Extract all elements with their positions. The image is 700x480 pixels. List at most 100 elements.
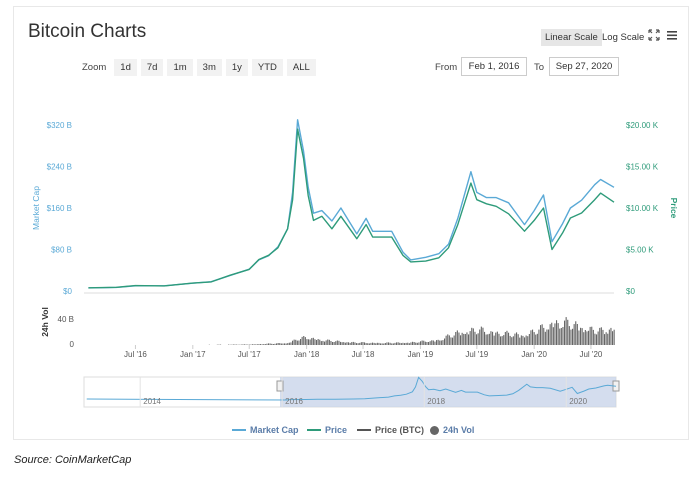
from-label: From xyxy=(435,62,458,73)
market-cap-tick-label: $240 B xyxy=(47,163,72,172)
volume-bar xyxy=(271,343,273,345)
zoom-3m-button[interactable]: 3m xyxy=(196,59,222,76)
volume-bar xyxy=(610,327,612,345)
volume-bar xyxy=(293,339,295,345)
volume-bar xyxy=(520,335,522,345)
volume-bar xyxy=(516,332,518,345)
volume-bar xyxy=(447,334,449,345)
zoom-ytd-button[interactable]: YTD xyxy=(251,59,283,76)
zoom-1y-button[interactable]: 1y xyxy=(225,59,248,76)
volume-bar xyxy=(255,344,257,345)
volume-bar xyxy=(493,335,495,345)
volume-bar xyxy=(508,332,510,345)
volume-bar xyxy=(500,336,502,345)
legend-price[interactable]: Price xyxy=(307,425,347,435)
volume-bar xyxy=(356,343,358,345)
log-scale-button[interactable]: Log Scale xyxy=(602,32,645,43)
x-tick-label: Jan '20 xyxy=(521,350,547,359)
navigator-tick-label: 2016 xyxy=(285,397,303,406)
volume-bar xyxy=(341,342,343,345)
volume-bar xyxy=(588,330,590,345)
navigator-line xyxy=(86,376,617,401)
volume-bar xyxy=(368,343,370,345)
volume-bar xyxy=(448,335,450,345)
volume-bar xyxy=(605,332,607,345)
volume-bar xyxy=(410,342,412,345)
menu-icon[interactable] xyxy=(666,29,678,41)
to-date-input[interactable]: Sep 27, 2020 xyxy=(549,57,619,76)
volume-bar xyxy=(570,329,572,345)
volume-bar xyxy=(408,343,410,345)
zoom-all-button[interactable]: ALL xyxy=(286,59,316,76)
volume-bar xyxy=(413,342,415,345)
legend-price-btc[interactable]: Price (BTC) xyxy=(357,425,424,435)
volume-bar xyxy=(330,341,332,345)
volume-bar xyxy=(392,343,394,345)
market-cap-tick-label: $0 xyxy=(63,287,72,296)
zoom-1m-button[interactable]: 1m xyxy=(167,59,193,76)
legend-24h-vol[interactable]: 24h Vol xyxy=(430,425,474,435)
navigator-tick-label: 2014 xyxy=(143,397,161,406)
volume-bar xyxy=(445,335,447,345)
zoom-1d-button[interactable]: 1d xyxy=(114,59,137,76)
volume-bar xyxy=(528,334,530,345)
legend-market-cap-swatch xyxy=(232,429,246,431)
volume-bar xyxy=(538,329,540,345)
volume-bar xyxy=(324,341,326,345)
volume-bar xyxy=(591,326,593,345)
volume-bar xyxy=(421,340,423,345)
x-tick-label: Jan '17 xyxy=(180,350,206,359)
volume-bar xyxy=(304,337,306,345)
volume-bar xyxy=(565,317,567,345)
volume-bar xyxy=(375,343,377,345)
x-tick-label: Jan '18 xyxy=(294,350,320,359)
volume-bar xyxy=(471,327,473,345)
x-tick-label: Jul '19 xyxy=(465,350,488,359)
volume-bar xyxy=(530,330,532,345)
zoom-7d-button[interactable]: 7d xyxy=(140,59,164,76)
bitcoin-chart: $0 $80 B $160 B $240 B $320 B Market Cap $0 $5.… xyxy=(31,119,679,408)
volume-bar xyxy=(514,333,516,345)
legend-price-btc-label: Price (BTC) xyxy=(375,425,425,435)
volume-bar xyxy=(444,338,446,345)
volume-bar xyxy=(568,326,570,345)
zoom-label: Zoom xyxy=(82,62,107,73)
volume-bar xyxy=(300,339,302,345)
linear-scale-button[interactable]: Linear Scale xyxy=(541,29,602,46)
price-axis-label: Price xyxy=(669,198,679,219)
volume-bar xyxy=(544,331,546,345)
volume-bar xyxy=(512,336,514,345)
volume-bar xyxy=(405,342,407,345)
volume-bar xyxy=(384,343,386,345)
volume-bar xyxy=(552,327,554,345)
volume-bar xyxy=(287,343,289,345)
volume-bar xyxy=(511,337,513,345)
volume-bar xyxy=(364,342,366,345)
volume-bar xyxy=(597,331,599,345)
volume-bar xyxy=(455,332,457,345)
volume-bar xyxy=(503,335,505,345)
volume-bar xyxy=(373,342,375,345)
volume-bar xyxy=(349,342,351,345)
volume-bar xyxy=(436,340,438,345)
navigator-tick-label: 2020 xyxy=(569,397,587,406)
volume-bar xyxy=(394,342,396,345)
volume-bar xyxy=(391,343,393,345)
volume-bar xyxy=(559,328,561,345)
from-date-input[interactable]: Feb 1, 2016 xyxy=(461,57,527,76)
volume-bar xyxy=(274,343,276,345)
volume-bar xyxy=(594,333,596,345)
volume-bar xyxy=(468,334,470,345)
volume-bar xyxy=(488,333,490,345)
volume-bar xyxy=(328,339,330,345)
volume-bar xyxy=(469,331,471,345)
volume-bar xyxy=(266,343,268,345)
volume-bar xyxy=(412,341,414,345)
fullscreen-icon[interactable] xyxy=(648,29,660,41)
zoom-bar: Zoom 1d 7d 1m 3m 1y YTD ALL xyxy=(82,59,316,76)
legend-market-cap[interactable]: Market Cap xyxy=(232,425,299,435)
volume-bar xyxy=(487,334,489,345)
volume-bar xyxy=(578,330,580,345)
volume-bar xyxy=(549,324,551,345)
volume-bar xyxy=(396,342,398,345)
